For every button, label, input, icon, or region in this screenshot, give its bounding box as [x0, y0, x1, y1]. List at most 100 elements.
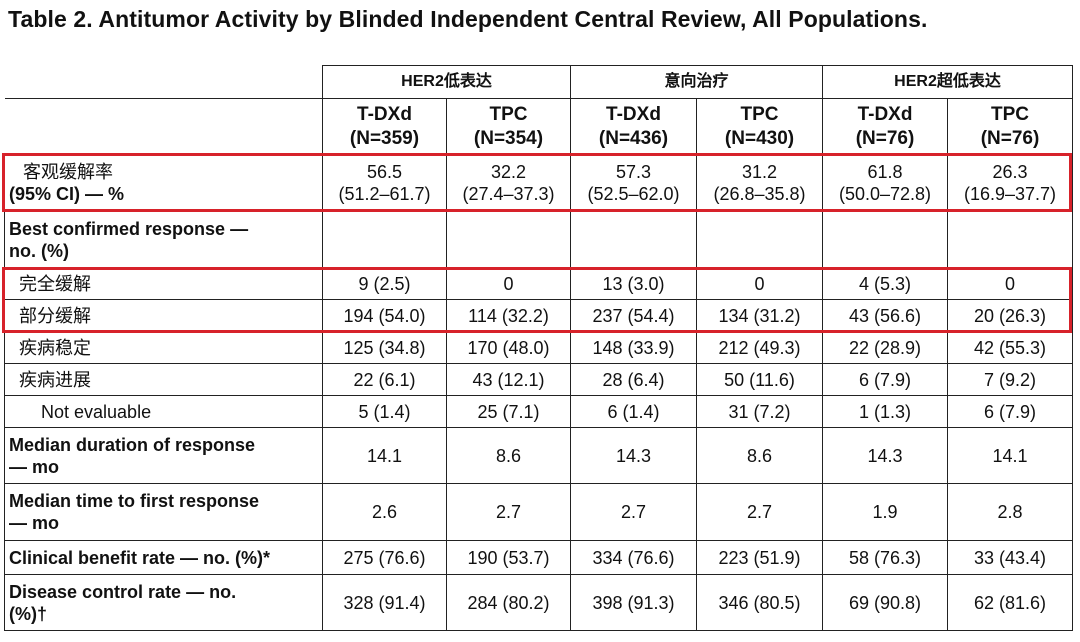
table-cell: 61.8 (50.0–72.8) — [822, 154, 949, 212]
table-cell: 1 (1.3) — [822, 395, 949, 428]
table-cell: 1.9 — [822, 483, 949, 541]
row-label: 部分缓解 — [4, 299, 323, 332]
table-row: 疾病稳定 125 (34.8) 170 (48.0) 148 (33.9) 21… — [4, 331, 1074, 364]
group-header-her2-low: HER2低表达 — [322, 65, 571, 99]
table-cell: 14.3 — [570, 427, 697, 484]
table-cell: 14.3 — [822, 427, 949, 484]
table-cell: 212 (49.3) — [695, 331, 824, 364]
table-cell — [947, 211, 1074, 268]
table-cell: 13 (3.0) — [570, 267, 697, 300]
header-corner-lower — [4, 98, 323, 155]
arm-header: TPC (N=76) — [947, 98, 1074, 155]
table-row: 部分缓解 194 (54.0) 114 (32.2) 237 (54.4) 13… — [4, 299, 1074, 332]
group-header-itt: 意向治疗 — [569, 65, 824, 99]
arm-header: TPC (N=430) — [695, 98, 824, 155]
table-cell: 6 (1.4) — [570, 395, 697, 428]
table-cell: 32.2 (27.4–37.3) — [446, 154, 571, 212]
table-cell: 6 (7.9) — [947, 395, 1074, 428]
table-cell: 190 (53.7) — [446, 540, 571, 575]
group-header-row: HER2低表达 意向治疗 HER2超低表达 — [4, 65, 1074, 99]
table-cell: 28 (6.4) — [570, 363, 697, 396]
ttr-row: Median time to first response — mo 2.6 2.… — [4, 483, 1074, 541]
table-cell: 275 (76.6) — [322, 540, 447, 575]
table-cell: 4 (5.3) — [822, 267, 949, 300]
table-cell: 31 (7.2) — [695, 395, 824, 428]
orr-ci-label: (95% CI) — % — [9, 184, 125, 204]
row-label: Median time to first response — mo — [4, 483, 323, 541]
table-cell: 56.5 (51.2–61.7) — [322, 154, 447, 212]
table-cell: 5 (1.4) — [322, 395, 447, 428]
table-row: Not evaluable 5 (1.4) 25 (7.1) 6 (1.4) 3… — [4, 395, 1074, 428]
table-cell: 20 (26.3) — [947, 299, 1074, 332]
row-label: Best confirmed response — no. (%) — [4, 211, 323, 268]
table-cell: 237 (54.4) — [570, 299, 697, 332]
arm-name: TPC — [740, 103, 779, 125]
table-cell: 62 (81.6) — [947, 574, 1074, 631]
table-cell: 2.8 — [947, 483, 1074, 541]
table-cell: 328 (91.4) — [322, 574, 447, 631]
orr-row: 客观缓解率 (95% CI) — % 56.5 (51.2–61.7) 32.2 (2… — [4, 154, 1074, 212]
table-cell: 170 (48.0) — [446, 331, 571, 364]
arm-name: TPC — [991, 103, 1030, 125]
table-cell: 334 (76.6) — [570, 540, 697, 575]
table-cell: 0 — [695, 267, 824, 300]
table-cell: 346 (80.5) — [695, 574, 824, 631]
best-response-row: Best confirmed response — no. (%) — [4, 211, 1074, 268]
table-cell: 134 (31.2) — [695, 299, 824, 332]
dcr-row: Disease control rate — no. (%)† 328 (91.4… — [4, 574, 1074, 631]
table-title: Table 2. Antitumor Activity by Blinded I… — [8, 6, 928, 32]
row-label: Not evaluable — [4, 395, 323, 428]
table-cell: 57.3 (52.5–62.0) — [570, 154, 697, 212]
table-row: 疾病进展 22 (6.1) 43 (12.1) 28 (6.4) 50 (11.… — [4, 363, 1074, 396]
arm-name: TPC — [489, 103, 528, 125]
cbr-row: Clinical benefit rate — no. (%)* 275 (76… — [4, 540, 1074, 575]
arm-header-row: T-DXd (N=359) TPC (N=354) T-DXd (N=436) TPC… — [4, 98, 1074, 155]
arm-header: TPC (N=354) — [446, 98, 571, 155]
table-cell: 398 (91.3) — [570, 574, 697, 631]
table-cell: 2.7 — [695, 483, 824, 541]
table-cell: 223 (51.9) — [695, 540, 824, 575]
table-cell: 0 — [446, 267, 571, 300]
table-cell: 43 (56.6) — [822, 299, 949, 332]
table-cell: 31.2 (26.8–35.8) — [695, 154, 824, 212]
table-cell: 25 (7.1) — [446, 395, 571, 428]
table-cell — [695, 211, 824, 268]
table-cell: 114 (32.2) — [446, 299, 571, 332]
antitumor-activity-table: HER2低表达 意向治疗 HER2超低表达 T-DXd (N=359) TPC (N… — [4, 65, 1074, 631]
table-cell — [446, 211, 571, 268]
table-cell: 194 (54.0) — [322, 299, 447, 332]
arm-name: T-DXd — [606, 103, 661, 125]
table-cell: 58 (76.3) — [822, 540, 949, 575]
table-cell: 33 (43.4) — [947, 540, 1074, 575]
table-cell: 14.1 — [322, 427, 447, 484]
table-cell: 2.7 — [446, 483, 571, 541]
table-cell: 22 (28.9) — [822, 331, 949, 364]
table-cell: 2.7 — [570, 483, 697, 541]
table-cell: 8.6 — [695, 427, 824, 484]
table-cell: 0 — [947, 267, 1074, 300]
table-cell: 7 (9.2) — [947, 363, 1074, 396]
table-cell — [822, 211, 949, 268]
dor-row: Median duration of response — mo 14.1 8.6… — [4, 427, 1074, 484]
table-cell: 42 (55.3) — [947, 331, 1074, 364]
arm-name: T-DXd — [357, 103, 412, 125]
table-cell: 22 (6.1) — [322, 363, 447, 396]
table-cell: 69 (90.8) — [822, 574, 949, 631]
table-cell: 9 (2.5) — [322, 267, 447, 300]
arm-name: T-DXd — [857, 103, 913, 125]
table-cell: 148 (33.9) — [570, 331, 697, 364]
row-label: Median duration of response — mo — [4, 427, 323, 484]
arm-header: T-DXd (N=359) — [322, 98, 447, 155]
table-cell: 26.3 (16.9–37.7) — [947, 154, 1074, 212]
arm-n: (N=76) — [980, 127, 1040, 149]
row-label: Disease control rate — no. (%)† — [4, 574, 323, 631]
arm-n: (N=436) — [598, 127, 669, 149]
table-cell: 50 (11.6) — [695, 363, 824, 396]
arm-n: (N=354) — [473, 127, 544, 149]
table-row: 完全缓解 9 (2.5) 0 13 (3.0) 0 4 (5.3) 0 — [4, 267, 1074, 300]
table-cell: 2.6 — [322, 483, 447, 541]
table-cell: 6 (7.9) — [822, 363, 949, 396]
row-label: 客观缓解率 (95% CI) — % — [4, 154, 323, 212]
row-label: 疾病稳定 — [4, 331, 323, 364]
row-label: Clinical benefit rate — no. (%)* — [4, 540, 323, 575]
